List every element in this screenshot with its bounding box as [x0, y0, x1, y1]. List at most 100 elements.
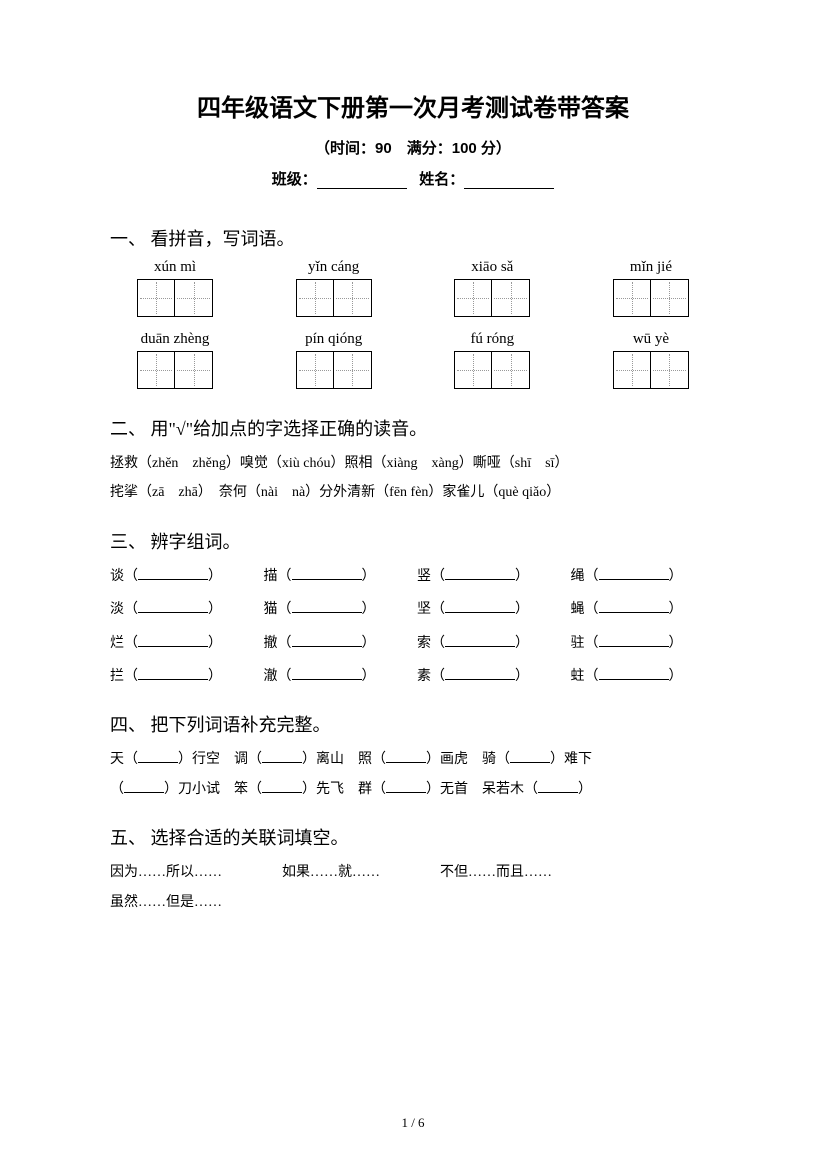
- blank[interactable]: [138, 598, 208, 613]
- q3-char: 淡（: [110, 602, 138, 617]
- pinyin-label: duān zhèng: [110, 331, 240, 348]
- pinyin-item: xún mì: [110, 259, 240, 317]
- pinyin-label: wū yè: [586, 331, 716, 348]
- pinyin-label: fú róng: [427, 331, 557, 348]
- q3-row: 拦（） 澈（ ） 素（ ） 蛀（ ）: [110, 662, 716, 691]
- q3-cell: 蝇（）: [571, 595, 716, 624]
- q1-row1: xún mì yǐn cáng xiāo sǎ mǐn jié: [110, 259, 716, 317]
- blank[interactable]: [138, 565, 208, 580]
- blank[interactable]: [445, 665, 515, 680]
- paren-close: ）: [515, 602, 529, 617]
- q3-char: 描（: [264, 569, 292, 584]
- q3-char: 绳（: [571, 569, 599, 584]
- pinyin-label: xún mì: [110, 259, 240, 276]
- pinyin-label: mǐn jié: [586, 259, 716, 276]
- char-boxes[interactable]: [269, 351, 399, 389]
- blank[interactable]: [599, 565, 669, 580]
- pinyin-item: xiāo sǎ: [427, 259, 557, 317]
- q3-char: 撤（: [264, 636, 292, 651]
- pinyin-label: pín qióng: [269, 331, 399, 348]
- q3-row: 淡（） 猫（） 坚（） 蝇（）: [110, 595, 716, 624]
- blank[interactable]: [510, 748, 550, 763]
- q3-cell: 素（ ）: [417, 662, 562, 691]
- conj-item: 因为……所以……: [110, 858, 222, 887]
- char-boxes[interactable]: [586, 351, 716, 389]
- blank[interactable]: [599, 598, 669, 613]
- pinyin-label: xiāo sǎ: [427, 259, 557, 276]
- paren-close: ）: [515, 569, 529, 584]
- conj-item: 如果……就……: [282, 858, 380, 887]
- class-label: 班级：: [272, 171, 317, 188]
- blank[interactable]: [386, 778, 426, 793]
- q3-row: 谈（） 描（） 竖（） 绳（）: [110, 562, 716, 591]
- pinyin-item: fú róng: [427, 331, 557, 389]
- q3-char: 猫（: [264, 602, 292, 617]
- char-boxes[interactable]: [110, 279, 240, 317]
- q4-text: ）先飞 群（: [302, 782, 386, 797]
- pinyin-item: duān zhèng: [110, 331, 240, 389]
- paren-close: ）: [208, 636, 222, 651]
- q3-cell: 索（ ）: [417, 629, 562, 658]
- q2-heading: 二、 用"√"给加点的字选择正确的读音。: [110, 415, 716, 441]
- paren-close: ）: [362, 636, 376, 651]
- pinyin-label: yǐn cáng: [269, 259, 399, 276]
- q3-char: 竖（: [417, 569, 445, 584]
- q3-char: 蝇（: [571, 602, 599, 617]
- char-boxes[interactable]: [269, 279, 399, 317]
- paren-close: ）: [362, 569, 376, 584]
- blank[interactable]: [599, 665, 669, 680]
- paren-close: ）: [669, 669, 683, 684]
- pinyin-item: wū yè: [586, 331, 716, 389]
- paren-close: ）: [515, 669, 529, 684]
- char-boxes[interactable]: [586, 279, 716, 317]
- paren-close: ）: [362, 669, 376, 684]
- blank[interactable]: [445, 598, 515, 613]
- blank[interactable]: [138, 632, 208, 647]
- q1-row2: duān zhèng pín qióng fú róng wū yè: [110, 331, 716, 389]
- char-boxes[interactable]: [427, 351, 557, 389]
- q4-text: ）无首 呆若木（: [426, 782, 538, 797]
- paren-close: ）: [669, 569, 683, 584]
- blank[interactable]: [292, 632, 362, 647]
- blank[interactable]: [138, 665, 208, 680]
- blank[interactable]: [292, 565, 362, 580]
- blank[interactable]: [445, 565, 515, 580]
- paren-close: ）: [515, 636, 529, 651]
- q3-cell: 描（ ）: [264, 562, 409, 591]
- q5-row2: 虽然……但是……: [110, 888, 716, 917]
- q3-char: 索（: [417, 636, 445, 651]
- paren-close: ）: [208, 602, 222, 617]
- blank[interactable]: [292, 598, 362, 613]
- blank[interactable]: [138, 748, 178, 763]
- blank[interactable]: [445, 632, 515, 647]
- char-boxes[interactable]: [110, 351, 240, 389]
- q4-text: 天（: [110, 752, 138, 767]
- blank[interactable]: [262, 778, 302, 793]
- blank[interactable]: [538, 778, 578, 793]
- q3-char: 驻（: [571, 636, 599, 651]
- blank[interactable]: [262, 748, 302, 763]
- q3-cell: 拦（）: [110, 662, 255, 691]
- q3-body: 谈（） 描（） 竖（） 绳（） 淡（） 猫（） 坚（） 蝇（） 烂（） 撤（） …: [110, 562, 716, 692]
- q4-heading: 四、 把下列词语补充完整。: [110, 711, 716, 737]
- q4-line2: （）刀小试 笨（）先飞 群（）无首 呆若木（）: [110, 775, 716, 804]
- name-blank[interactable]: [464, 173, 554, 189]
- char-boxes[interactable]: [427, 279, 557, 317]
- blank[interactable]: [599, 632, 669, 647]
- q3-char: 烂（: [110, 636, 138, 651]
- blank[interactable]: [124, 778, 164, 793]
- blank[interactable]: [292, 665, 362, 680]
- blank[interactable]: [386, 748, 426, 763]
- q3-char: 坚（: [417, 602, 445, 617]
- q3-cell: 烂（ ）: [110, 629, 255, 658]
- name-label: 姓名：: [419, 171, 464, 188]
- q3-heading: 三、 辨字组词。: [110, 528, 716, 554]
- q3-char: 澈（: [264, 669, 292, 684]
- q4-text: ）离山 照（: [302, 752, 386, 767]
- q3-char: 素（: [417, 669, 445, 684]
- q3-char: 蛀（: [571, 669, 599, 684]
- page: 四年级语文下册第一次月考测试卷带答案 （时间：90 满分：100 分） 班级： …: [0, 0, 826, 1169]
- q3-cell: 撤（ ）: [264, 629, 409, 658]
- q5-heading: 五、 选择合适的关联词填空。: [110, 824, 716, 850]
- class-blank[interactable]: [317, 173, 407, 189]
